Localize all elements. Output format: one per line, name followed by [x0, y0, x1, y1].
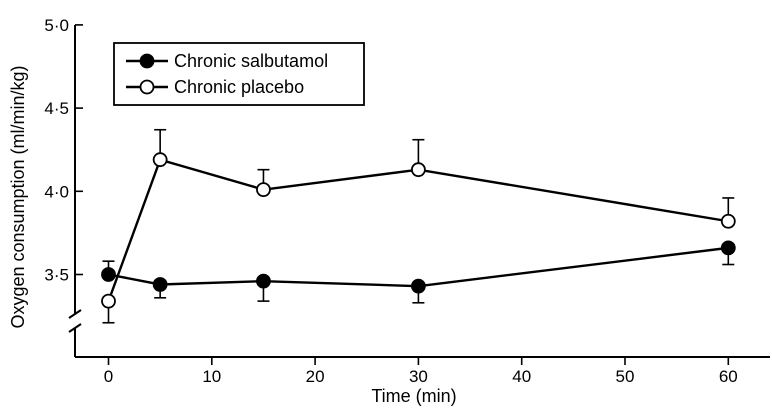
salbutamol-point [256, 273, 271, 289]
y-tick-label: 4·5 [44, 99, 69, 118]
x-axis-title: Time (min) [371, 386, 456, 406]
legend: Chronic salbutamol Chronic placebo [113, 42, 365, 106]
x-tick-label: 60 [719, 367, 738, 386]
legend-label: Chronic placebo [174, 77, 304, 97]
salbutamol-point [101, 267, 116, 282]
x-tick-label: 0 [104, 367, 113, 386]
y-tick-label: 3·5 [44, 266, 69, 285]
x-tick-label: 30 [409, 367, 428, 386]
x-tick-label: 10 [202, 367, 221, 386]
y-tick-label: 5·0 [44, 16, 69, 35]
y-axis-title: Oxygen consumption (ml/min/kg) [8, 65, 28, 328]
salbutamol-point [720, 240, 736, 256]
y-axis-break-mark [68, 309, 82, 319]
salbutamol-point [410, 278, 426, 294]
x-tick-label: 20 [306, 367, 325, 386]
y-axis-break-mark [68, 323, 82, 333]
placebo-point [152, 152, 168, 168]
placebo-point [101, 293, 116, 309]
plot-area [101, 128, 736, 324]
salbutamol-point [152, 277, 168, 292]
legend-label: Chronic salbutamol [174, 51, 328, 71]
x-tick-label: 50 [616, 367, 635, 386]
x-tick-label: 40 [512, 367, 531, 386]
placebo-point [720, 213, 736, 229]
legend-box [113, 42, 365, 106]
y-tick-label: 4·0 [44, 182, 69, 201]
placebo-point [410, 162, 426, 178]
axes: 3·5 4·0 4·5 5·0 0 10 20 30 40 50 60 [44, 16, 770, 386]
placebo-point [256, 182, 271, 198]
legend-marker-filled [139, 53, 155, 69]
legend-marker-open [139, 79, 155, 95]
